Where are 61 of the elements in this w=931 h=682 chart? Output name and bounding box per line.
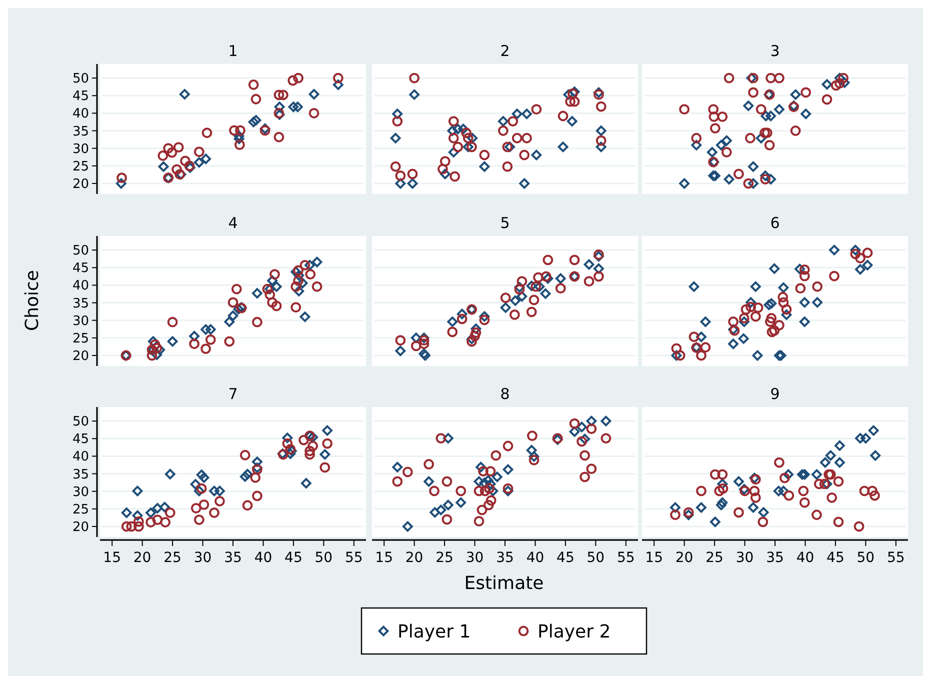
x-tick-label: 15 <box>645 550 664 566</box>
y-tick-label: 25 <box>72 159 89 174</box>
y-tick-label: 35 <box>72 467 89 482</box>
x-tick-label: 25 <box>164 550 182 566</box>
x-tick-label: 40 <box>526 550 544 566</box>
legend-label: Player 1 <box>398 621 471 642</box>
chart-title: 5 <box>500 214 510 232</box>
y-tick-label: 35 <box>72 296 89 312</box>
legend-label: Player 2 <box>538 621 611 642</box>
x-tick-label: 15 <box>375 550 394 566</box>
y-tick-label: 20 <box>72 349 89 364</box>
chart-title: 2 <box>500 42 510 60</box>
x-tick-label: 35 <box>224 550 242 566</box>
y-tick-label: 40 <box>72 450 89 465</box>
x-tick-label: 30 <box>194 550 212 566</box>
x-tick-label: 55 <box>886 550 905 566</box>
y-tick-label: 40 <box>72 278 89 294</box>
chart-title: 7 <box>228 385 238 403</box>
y-tick-label: 30 <box>72 484 89 500</box>
x-tick-label: 50 <box>856 550 875 566</box>
y-tick-label: 20 <box>72 520 89 536</box>
y-tick-label: 45 <box>72 432 89 448</box>
x-tick-label: 25 <box>706 550 724 566</box>
x-tick-label: 45 <box>826 550 844 566</box>
chart-title: 1 <box>228 42 238 60</box>
x-tick-label: 35 <box>766 550 784 566</box>
y-tick-label: 20 <box>72 177 89 192</box>
x-tick-label: 45 <box>556 550 574 566</box>
x-tick-label: 40 <box>796 550 814 566</box>
x-tick-label: 25 <box>436 550 454 566</box>
x-tick-label: 35 <box>496 550 514 566</box>
x-tick-label: 15 <box>103 550 122 566</box>
x-axis-title: Estimate <box>464 573 544 594</box>
chart-title: 3 <box>770 42 780 60</box>
y-tick-label: 30 <box>72 142 89 157</box>
x-tick-label: 55 <box>616 550 635 566</box>
y-tick-label: 45 <box>72 261 89 276</box>
x-tick-label: 20 <box>675 550 694 566</box>
x-tick-label: 30 <box>466 550 484 566</box>
x-tick-label: 20 <box>405 550 424 566</box>
chart-title: 6 <box>770 214 780 232</box>
x-tick-label: 50 <box>314 550 333 566</box>
y-tick-label: 25 <box>72 331 89 346</box>
x-tick-label: 40 <box>254 550 272 566</box>
x-tick-label: 50 <box>586 550 605 566</box>
y-tick-label: 40 <box>72 106 89 122</box>
y-tick-label: 25 <box>72 502 89 518</box>
y-tick-label: 45 <box>72 89 89 104</box>
x-tick-label: 55 <box>344 550 363 566</box>
chart-title: 8 <box>500 385 510 403</box>
x-tick-label: 45 <box>284 550 302 566</box>
y-tick-label: 30 <box>72 314 89 329</box>
x-tick-label: 30 <box>736 550 754 566</box>
y-tick-label: 35 <box>72 124 89 140</box>
chart-title: 4 <box>228 214 238 232</box>
y-tick-label: 50 <box>72 414 89 430</box>
y-axis-title: Choice <box>22 270 43 331</box>
y-tick-label: 50 <box>72 244 89 259</box>
y-tick-label: 50 <box>72 72 89 87</box>
chart-title: 9 <box>770 385 780 403</box>
x-tick-label: 20 <box>133 550 152 566</box>
